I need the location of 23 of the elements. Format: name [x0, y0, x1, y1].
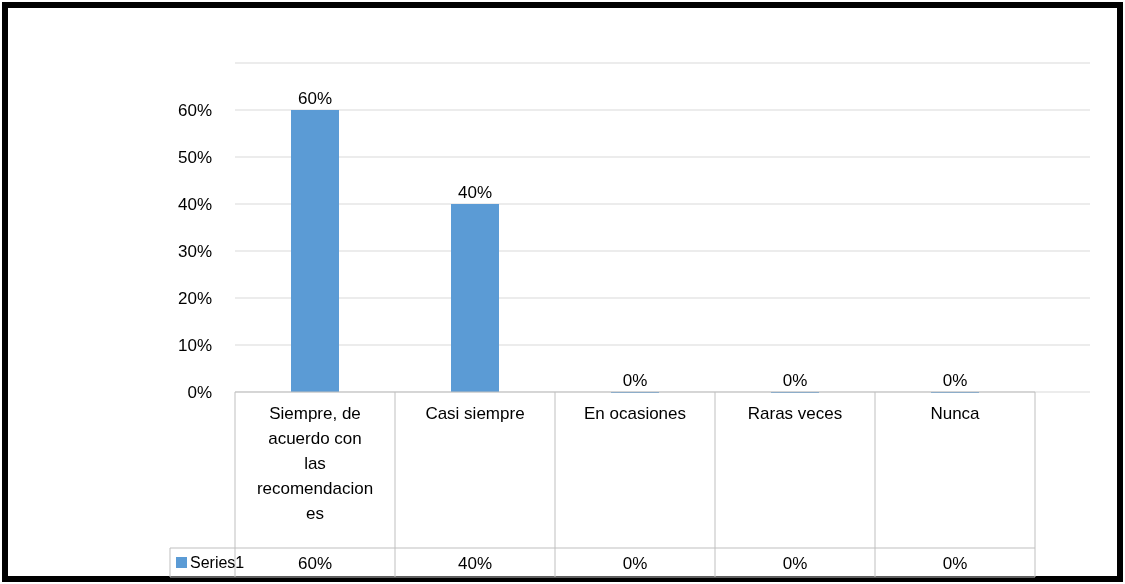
text: 40% — [457, 183, 493, 202]
data-label: 0% — [942, 554, 968, 573]
y-tick-label: 30% — [177, 241, 212, 261]
legend-label: Series1 — [190, 554, 245, 571]
data-label: 0% — [622, 554, 648, 573]
data-label: 0% — [782, 554, 808, 573]
y-tick-label: 50% — [177, 147, 212, 167]
text: 0% — [782, 371, 808, 390]
y-tick-label: 20% — [177, 288, 212, 308]
data-label: 40% — [457, 554, 493, 573]
text: 0% — [622, 371, 648, 390]
y-tick-label: 40% — [177, 194, 212, 214]
x-tick-label: Casi siempre — [425, 404, 525, 423]
data-label: 60% — [297, 554, 333, 573]
x-tick-label: Raras veces — [747, 404, 843, 423]
x-tick-label: En ocasiones — [583, 404, 687, 423]
y-tick-label: 0% — [187, 382, 212, 402]
x-tick-label: Siempre, de acuerdo con las recomendaciones — [256, 404, 374, 523]
y-tick-label: 60% — [177, 100, 212, 120]
text: 0% — [942, 371, 968, 390]
x-tick-label: Nunca — [930, 404, 981, 423]
y-tick-label: 10% — [177, 335, 212, 355]
text: 60% — [297, 89, 333, 108]
